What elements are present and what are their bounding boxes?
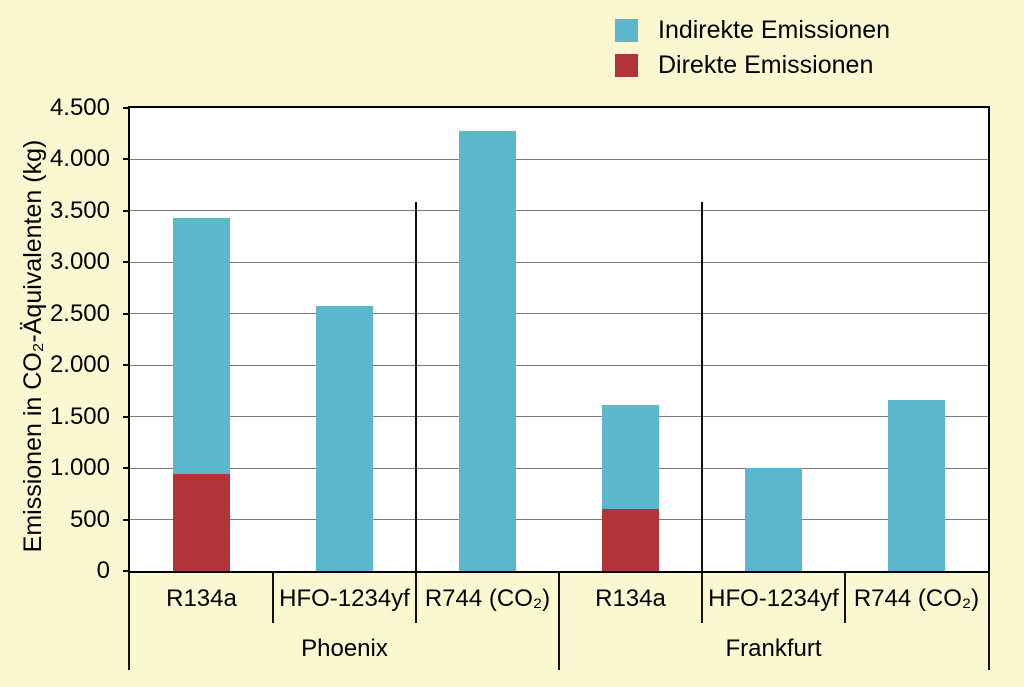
group-label-phoenix: Phoenix xyxy=(301,635,388,662)
y-tick-label-0: 0 xyxy=(96,557,110,584)
legend-label-indirect: Indirekte Emissionen xyxy=(658,15,891,44)
group-label-frankfurt: Frankfurt xyxy=(725,635,822,662)
gridline-500 xyxy=(130,519,988,521)
gridline-1000 xyxy=(130,467,988,469)
legend: Indirekte Emissionen Direkte Emissionen xyxy=(615,15,891,88)
y-tick-mark-3000 xyxy=(123,261,130,264)
bar-direct-frankfurt-0 xyxy=(602,509,659,571)
y-tick-mark-2000 xyxy=(123,364,130,367)
category-separator-1 xyxy=(272,571,274,623)
y-tick-label-4500: 4.500 xyxy=(49,94,110,121)
y-tick-label-1500: 1.500 xyxy=(49,402,110,430)
category-separator-2 xyxy=(415,202,417,623)
group-separator xyxy=(558,571,560,670)
bar-indirect-frankfurt-1 xyxy=(745,468,802,571)
legend-swatch-direct-icon xyxy=(615,53,638,77)
category-separator-4 xyxy=(701,202,703,623)
y-tick-mark-4500 xyxy=(123,107,130,109)
bar-indirect-frankfurt-2 xyxy=(888,400,945,571)
axis-rail-right xyxy=(988,571,990,670)
x-axis-label-frankfurt-0: R134a xyxy=(595,585,666,612)
bar-indirect-frankfurt-0 xyxy=(602,405,659,510)
bar-indirect-phoenix-1 xyxy=(316,305,373,571)
bar-indirect-phoenix-2 xyxy=(459,130,516,571)
gridline-3000 xyxy=(130,261,988,263)
bar-direct-phoenix-0 xyxy=(173,474,230,571)
x-axis-label-phoenix-2: R744 (CO₂) xyxy=(424,585,551,612)
bar-indirect-phoenix-0 xyxy=(173,218,230,475)
y-tick-mark-0 xyxy=(123,570,130,572)
y-tick-label-3500: 3.500 xyxy=(49,196,110,224)
category-separator-5 xyxy=(844,571,846,623)
y-tick-mark-2500 xyxy=(123,312,130,315)
legend-swatch-indirect-icon xyxy=(615,18,638,42)
y-tick-mark-1500 xyxy=(123,415,130,418)
y-tick-label-2000: 2.000 xyxy=(49,351,110,379)
legend-row-indirect: Indirekte Emissionen xyxy=(615,15,891,44)
y-tick-label-500: 500 xyxy=(69,505,110,533)
gridline-2000 xyxy=(130,364,988,366)
y-tick-label-4000: 4.000 xyxy=(49,145,110,173)
y-tick-mark-1000 xyxy=(123,467,130,470)
gridline-3500 xyxy=(130,210,988,212)
y-tick-mark-4000 xyxy=(123,158,130,161)
x-axis-label-frankfurt-1: HFO-1234yf xyxy=(708,585,839,612)
y-tick-mark-3500 xyxy=(123,209,130,212)
legend-row-direct: Direkte Emissionen xyxy=(615,50,890,79)
x-axis-label-phoenix-1: HFO-1234yf xyxy=(279,585,410,612)
y-tick-label-3000: 3.000 xyxy=(49,248,110,276)
x-axis-label-phoenix-0: R134a xyxy=(166,585,237,612)
y-tick-label-2500: 2.500 xyxy=(49,299,110,327)
gridline-4000 xyxy=(130,158,988,160)
x-axis-label-frankfurt-2: R744 (CO₂) xyxy=(853,585,980,612)
legend-label-direct: Direkte Emissionen xyxy=(658,50,874,79)
gridline-2500 xyxy=(130,313,988,315)
y-tick-label-1000: 1.000 xyxy=(49,454,110,482)
axis-rail-left xyxy=(128,571,130,670)
plot-area xyxy=(128,106,990,573)
y-tick-mark-500 xyxy=(123,518,130,521)
gridline-1500 xyxy=(130,416,988,418)
